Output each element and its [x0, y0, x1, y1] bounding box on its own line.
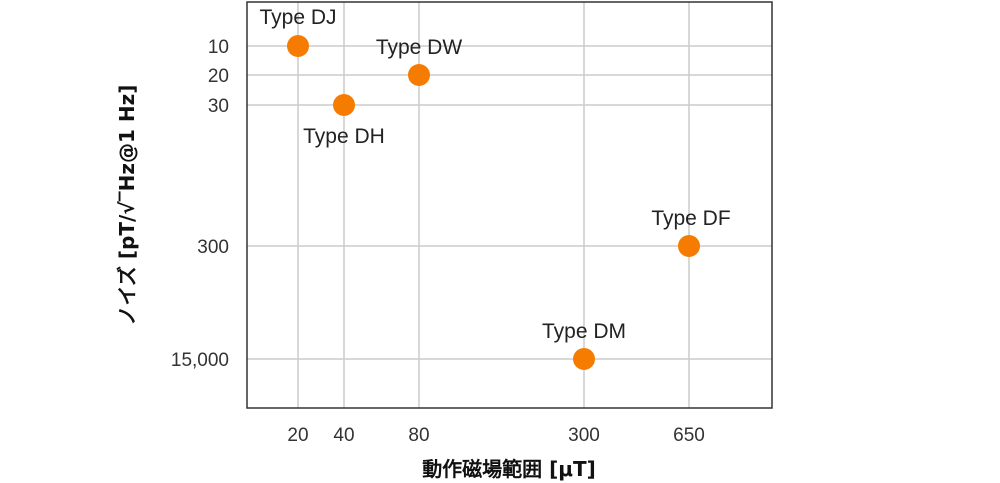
data-points: Type DJ Type DH Type DW Type DM Type DF	[259, 6, 731, 370]
point-label: Type DH	[303, 125, 385, 148]
data-point	[573, 348, 595, 370]
y-tick-label: 30	[208, 96, 229, 117]
x-axis-label: 動作磁場範囲 [μT]	[422, 457, 596, 481]
y-tick-label: 10	[208, 37, 229, 58]
x-tick-label: 650	[673, 425, 705, 446]
grid	[247, 2, 772, 408]
y-tick-label: 20	[208, 66, 229, 87]
x-tick-label: 40	[333, 425, 354, 446]
plot-frame	[246, 1, 773, 409]
x-tick-label: 300	[568, 425, 600, 446]
y-tick-labels: 10 20 30 300 15,000	[171, 37, 229, 371]
point-label: Type DM	[542, 320, 626, 343]
data-point	[287, 35, 309, 57]
data-point	[678, 235, 700, 257]
point-label: Type DF	[651, 207, 730, 230]
x-tick-label: 20	[287, 425, 308, 446]
y-tick-label: 300	[197, 237, 229, 258]
y-tick-label: 15,000	[171, 350, 229, 371]
y-axis-label: ノイズ [pT/√‾Hz@1 Hz]	[115, 85, 139, 326]
x-tick-label: 80	[408, 425, 429, 446]
data-point	[408, 64, 430, 86]
x-tick-labels: 20 40 80 300 650	[287, 425, 704, 446]
point-label: Type DW	[376, 36, 463, 59]
data-point	[333, 94, 355, 116]
point-label: Type DJ	[259, 6, 336, 29]
